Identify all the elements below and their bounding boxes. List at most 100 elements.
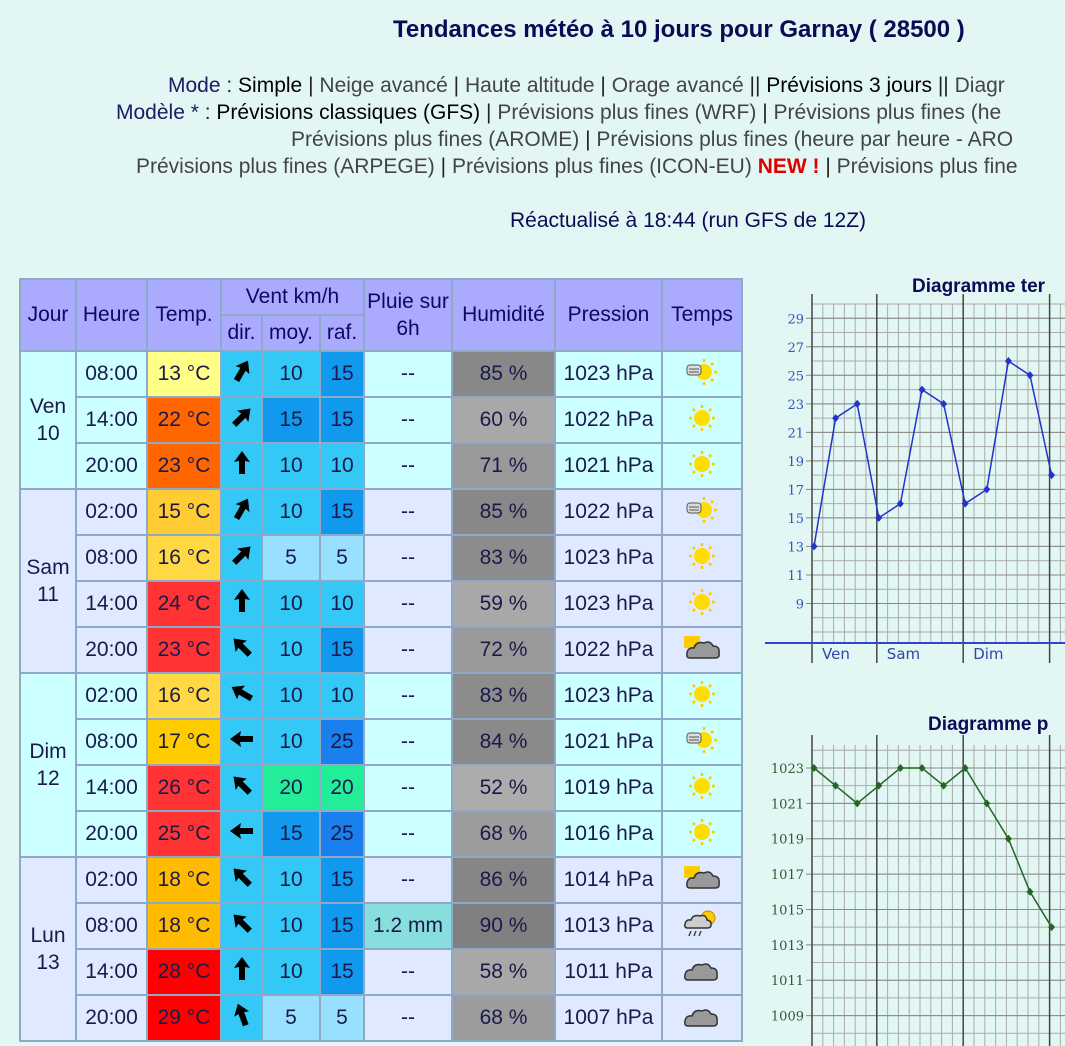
- humidity-cell: 85 %: [451, 350, 556, 398]
- column-header: Vent km/h: [220, 278, 365, 316]
- wind-avg-cell: 10: [261, 902, 321, 950]
- wind-gust-cell: 15: [319, 488, 365, 536]
- weather-cell: [661, 626, 743, 674]
- x-tick-label: Ven: [822, 645, 850, 663]
- y-tick-label: 19: [787, 455, 804, 470]
- nav-link[interactable]: Prévisions plus fines (ICON-EU): [451, 155, 752, 178]
- time-cell: 14:00: [75, 580, 148, 628]
- nav-link[interactable]: Neige avancé: [319, 74, 448, 97]
- weather-icon: [689, 543, 715, 569]
- weather-icon: [684, 636, 720, 659]
- forecast-row: 08:00 17 °C 10 25 -- 84 % 1021 hPa: [20, 718, 743, 766]
- forecast-row: 20:00 23 °C 10 10 -- 71 % 1021 hPa: [20, 442, 743, 490]
- day-cell: Dim 12: [19, 672, 77, 858]
- new-badge: NEW !: [757, 155, 820, 178]
- y-tick-label: 11: [787, 569, 804, 584]
- wind-avg-cell: 15: [261, 810, 321, 858]
- data-line: [813, 359, 1053, 547]
- column-header: Heure: [75, 278, 148, 352]
- time-cell: 02:00: [75, 672, 148, 720]
- data-point: [875, 513, 883, 522]
- temp-cell: 26 °C: [146, 764, 222, 812]
- temp-cell: 15 °C: [146, 488, 222, 536]
- temp-cell: 25 °C: [146, 810, 222, 858]
- weather-cell: [661, 994, 743, 1042]
- temp-cell: 22 °C: [146, 396, 222, 444]
- time-cell: 08:00: [75, 718, 148, 766]
- wind-avg-cell: 10: [261, 488, 321, 536]
- rain-cell: --: [363, 764, 453, 812]
- y-tick-label: 1023: [771, 762, 804, 777]
- weather-cell: [661, 396, 743, 444]
- nav-link[interactable]: Orage avancé: [611, 74, 744, 97]
- nav-link[interactable]: Prévisions plus fine: [836, 155, 1018, 178]
- y-tick-label: 17: [787, 483, 804, 498]
- weather-cell: [661, 856, 743, 904]
- day-cell: Sam 11: [19, 488, 77, 674]
- time-cell: 20:00: [75, 442, 148, 490]
- y-tick-label: 1013: [771, 939, 804, 954]
- weather-icon: [686, 359, 717, 385]
- pressure-cell: 1022 hPa: [554, 396, 663, 444]
- y-tick-label: 27: [787, 341, 804, 356]
- y-tick-label: 1009: [771, 1010, 804, 1025]
- temp-cell: 17 °C: [146, 718, 222, 766]
- wind-gust-cell: 15: [319, 948, 365, 996]
- nav-link[interactable]: Diagr: [954, 74, 1005, 97]
- wind-dir-cell: [220, 810, 263, 858]
- forecast-row: 14:00 26 °C 20 20 -- 52 % 1019 hPa: [20, 764, 743, 812]
- weather-icon: [689, 451, 715, 477]
- pressure-cell: 1023 hPa: [554, 534, 663, 582]
- forecast-row: Ven 10 08:00 13 °C 10 15 -- 85 % 1023 hPa: [19, 350, 743, 490]
- nav-link[interactable]: Simple: [238, 74, 303, 97]
- forecast-row: 08:00 16 °C 5 5 -- 83 % 1023 hPa: [20, 534, 743, 582]
- wind-arrow-icon: [233, 1003, 249, 1027]
- column-header: moy.: [261, 314, 321, 352]
- rain-cell: --: [363, 580, 453, 628]
- nav-link[interactable]: Prévisions 3 jours: [766, 74, 932, 97]
- weather-cell: [661, 350, 743, 398]
- pressure-cell: 1011 hPa: [554, 948, 663, 996]
- wind-dir-cell: [220, 948, 263, 996]
- humidity-cell: 83 %: [451, 672, 556, 720]
- data-point: [983, 485, 991, 494]
- nav-link[interactable]: Haute altitude: [464, 74, 595, 97]
- separator: |: [825, 155, 831, 178]
- wind-avg-cell: 10: [261, 856, 321, 904]
- humidity-cell: 60 %: [451, 396, 556, 444]
- nav-link[interactable]: Prévisions plus fines (AROME): [291, 128, 580, 151]
- nav-link[interactable]: Prévisions plus fines (ARPEGE): [136, 155, 435, 178]
- nav-link[interactable]: Prévisions plus fines (heure par heure -…: [596, 128, 1014, 151]
- weather-icon: [689, 681, 715, 707]
- rain-cell: --: [363, 488, 453, 536]
- column-header: Temp.: [146, 278, 222, 352]
- forecast-row: Lun 13 02:00 18 °C 10 15 -- 86 % 1014 hPa: [19, 856, 743, 1042]
- header-row: dir. moy. raf.: [20, 314, 742, 352]
- nav-link[interactable]: Prévisions plus fines (WRF): [497, 101, 757, 124]
- wind-avg-cell: 15: [261, 396, 321, 444]
- weather-icon: [686, 727, 717, 753]
- update-time: Réactualisé à 18:44 (run GFS de 12Z): [510, 209, 867, 232]
- rain-cell: --: [363, 994, 453, 1042]
- data-point: [896, 499, 904, 508]
- wind-arrow-icon: [229, 731, 253, 747]
- separator: |: [762, 101, 768, 124]
- pressure-cell: 1016 hPa: [554, 810, 663, 858]
- y-tick-label: 25: [787, 369, 804, 384]
- wind-gust-cell: 15: [319, 902, 365, 950]
- forecast-row: 14:00 28 °C 10 15 -- 58 % 1011 hPa: [20, 948, 743, 996]
- temp-cell: 23 °C: [146, 442, 222, 490]
- column-header: Humidité: [451, 278, 556, 352]
- weather-icon: [684, 866, 720, 889]
- nav-link[interactable]: Prévisions plus fines (he: [773, 101, 1002, 124]
- weather-icon: [689, 405, 715, 431]
- separator: ||: [749, 74, 761, 97]
- wind-avg-cell: 10: [261, 672, 321, 720]
- rain-cell: --: [363, 856, 453, 904]
- nav-link[interactable]: Prévisions classiques (GFS): [216, 101, 481, 124]
- wind-arrow: [231, 685, 253, 702]
- wind-arrow: [233, 360, 249, 383]
- wind-avg-cell: 10: [261, 580, 321, 628]
- wind-gust-cell: 15: [319, 350, 365, 398]
